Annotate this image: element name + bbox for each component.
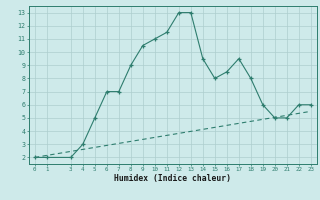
X-axis label: Humidex (Indice chaleur): Humidex (Indice chaleur) xyxy=(114,174,231,183)
